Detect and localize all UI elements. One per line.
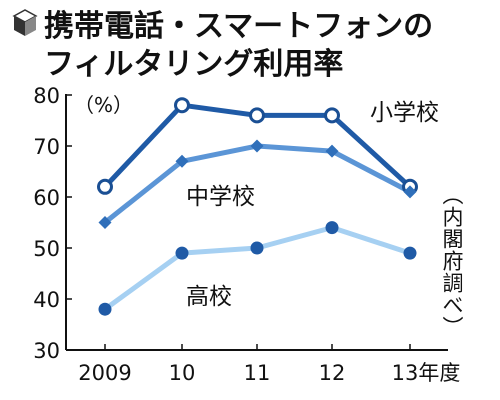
chart-title-line-2: フィルタリング利用率 xyxy=(44,47,343,82)
data-point-s0-1 xyxy=(174,97,190,114)
y-tick-label: 30 xyxy=(33,339,60,363)
data-point-s0-0 xyxy=(97,178,113,195)
data-point-s2-1 xyxy=(175,246,189,260)
series-layer xyxy=(97,97,418,316)
y-tick-label: 50 xyxy=(33,237,60,261)
data-point-s1-3 xyxy=(325,144,339,158)
data-point-s2-3 xyxy=(325,221,339,235)
data-point-s1-1 xyxy=(175,154,189,168)
x-tick-label: 12 xyxy=(319,361,346,385)
series-label-high-school: 高校 xyxy=(186,284,232,310)
y-tick-label: 80 xyxy=(33,84,60,108)
data-point-s1-4 xyxy=(403,185,417,199)
data-point-s1-0 xyxy=(98,216,112,229)
series-line-2 xyxy=(103,225,411,312)
chart-title-line-1: 携帯電話・スマートフォンの xyxy=(44,9,433,44)
x-tick-label: 10 xyxy=(169,361,196,385)
data-point-s2-4 xyxy=(403,246,417,260)
data-point-s0-3 xyxy=(324,107,340,124)
x-ticks: 2009 10 11 12 13年度 xyxy=(78,344,460,385)
y-tick-label: 40 xyxy=(33,288,60,312)
data-point-s2-0 xyxy=(98,302,112,316)
x-tick-label: 13年度 xyxy=(392,361,461,385)
series-line-1 xyxy=(103,143,412,225)
x-tick-label: 2009 xyxy=(78,361,131,385)
series-label-junior-high: 中学校 xyxy=(186,184,255,210)
cube-icon xyxy=(12,9,38,36)
y-ticks: 30 40 50 60 70 80 xyxy=(33,84,72,363)
x-tick-label: 11 xyxy=(244,361,271,385)
y-tick-label: 70 xyxy=(33,135,60,159)
y-unit-label: （%） xyxy=(74,93,133,117)
source-label: （内閣府調べ） xyxy=(440,184,464,338)
data-point-s1-2 xyxy=(250,139,264,153)
data-point-s2-2 xyxy=(250,241,264,255)
series-label-elementary: 小学校 xyxy=(370,100,439,126)
y-tick-label: 60 xyxy=(33,186,60,210)
data-point-s0-2 xyxy=(249,107,265,124)
